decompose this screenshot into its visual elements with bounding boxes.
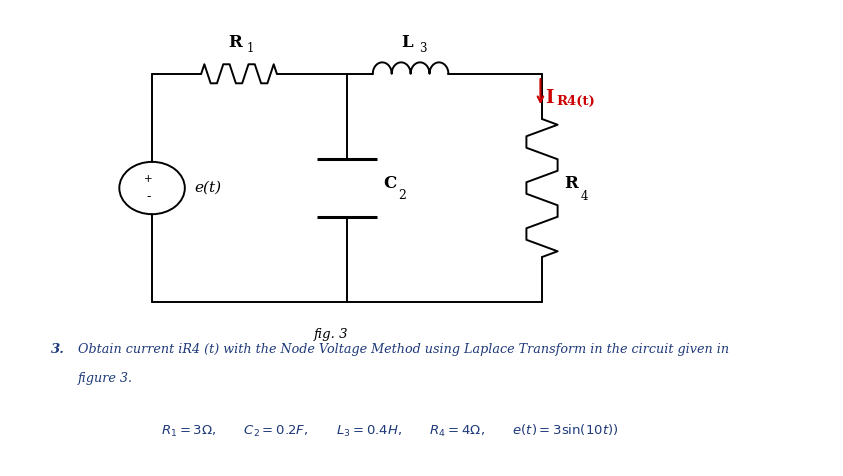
Text: I: I [545,89,554,107]
Text: e(t): e(t) [194,181,222,195]
Text: C: C [383,175,396,192]
Text: -: - [146,190,150,203]
Text: R4(t): R4(t) [556,95,595,108]
Text: fig. 3: fig. 3 [314,328,349,341]
Text: 2: 2 [399,188,406,202]
Text: figure 3.: figure 3. [78,372,133,385]
Text: Obtain current iR4 (t) with the Node Voltage Method using Laplace Transform in t: Obtain current iR4 (t) with the Node Vol… [78,343,729,356]
Text: R: R [228,34,242,51]
Text: $R_1 = 3\Omega,$$\quad\quad C_2 = 0.2F,$$\quad\quad L_3 = 0.4H,$$\quad\quad R_4 : $R_1 = 3\Omega,$$\quad\quad C_2 = 0.2F,$… [161,423,619,439]
Text: +: + [144,174,153,185]
Text: 4: 4 [581,190,588,203]
Text: 3: 3 [419,42,427,55]
Text: L: L [401,34,412,51]
Text: R: R [564,175,577,192]
Text: 1: 1 [247,42,255,55]
Text: 3.: 3. [51,343,65,356]
